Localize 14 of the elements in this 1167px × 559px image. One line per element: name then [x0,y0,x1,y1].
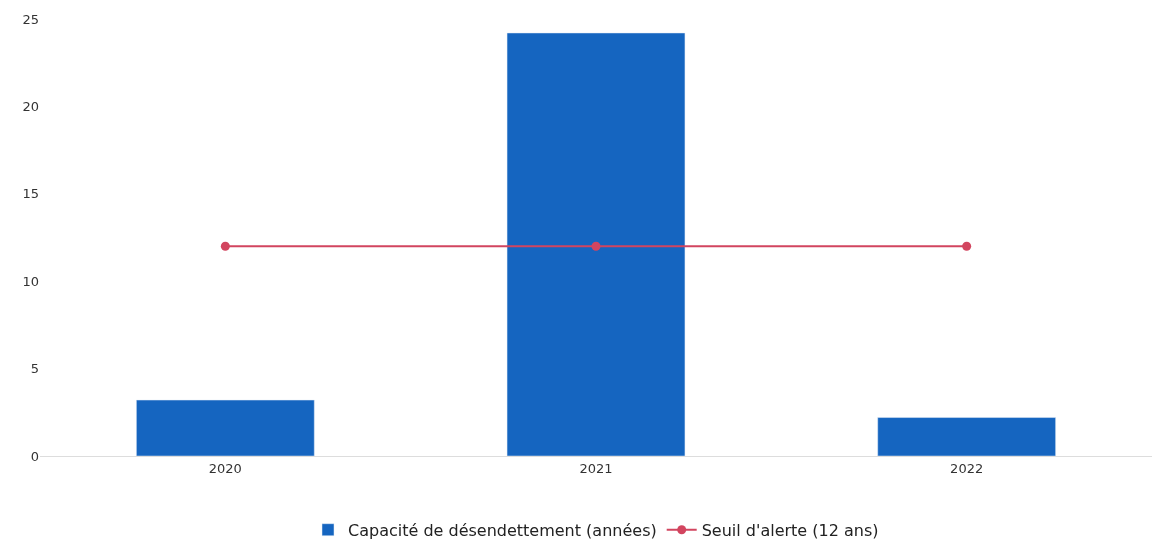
y-tick-label: 10 [22,273,39,289]
legend-label: Capacité de désendettement (années) [348,520,657,540]
x-tick-label: 2021 [579,460,613,476]
x-tick-label: 2022 [950,460,984,476]
x-tick-label: 2020 [208,460,242,476]
y-tick-label: 0 [30,448,39,464]
legend-label: Seuil d'alerte (12 ans) [701,520,879,540]
bar [136,399,315,456]
y-tick-label: 25 [22,11,39,27]
bar [506,32,686,456]
y-tick-label: 15 [22,186,39,202]
y-tick-label: 20 [22,98,39,114]
bar [877,417,1056,456]
y-tick-label: 5 [30,361,39,377]
